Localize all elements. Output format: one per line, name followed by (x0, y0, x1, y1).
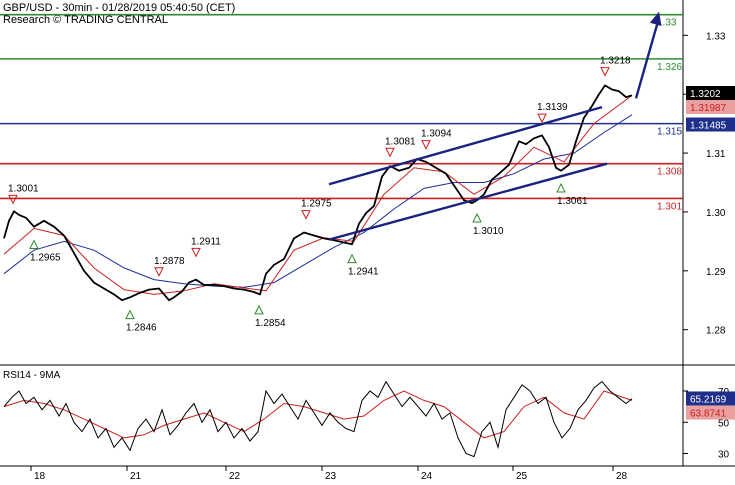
price-y-tick-label-1.30: 1.30 (706, 208, 726, 219)
ma-value-tag: 1.31987 (690, 103, 727, 114)
price-y-tick-label-1.28: 1.28 (706, 326, 726, 337)
low-label-1.2941: 1.2941 (348, 267, 379, 278)
low-label-1.2854: 1.2854 (255, 318, 286, 329)
level-label-1.33: 1.33 (657, 18, 677, 29)
level-label-1.308: 1.308 (657, 167, 682, 178)
high-label-1.3094: 1.3094 (421, 129, 452, 140)
x-tick-label-23: 23 (325, 471, 337, 480)
high-label-1.3218: 1.3218 (600, 56, 631, 67)
high-marker-1.3081 (385, 147, 395, 158)
last-price-tag-bg (686, 86, 735, 101)
price-y-tick-label-1.33: 1.33 (706, 31, 726, 42)
rsi-ma-line (3, 390, 633, 439)
low-marker-1.3061 (556, 182, 566, 193)
x-tick-label-22: 22 (229, 471, 241, 480)
high-label-1.3081: 1.3081 (385, 136, 416, 147)
x-tick-label-21: 21 (130, 471, 142, 480)
low-marker-1.2965 (29, 239, 39, 250)
channel-line-upper (328, 105, 603, 186)
high-marker-1.2911 (191, 247, 201, 258)
low-label-1.3010: 1.3010 (473, 226, 504, 237)
x-tick-label-28: 28 (616, 471, 628, 480)
chart-title: GBP/USD - 30min - 01/28/2019 05:40:50 (C… (3, 2, 235, 14)
high-marker-1.3139 (537, 113, 547, 124)
low-marker-1.2854 (254, 304, 264, 315)
low-marker-1.2846 (125, 309, 135, 320)
high-label-1.3001: 1.3001 (8, 183, 39, 194)
level-label-1.315: 1.315 (657, 127, 682, 138)
rsi-value-tag: 65.2169 (690, 394, 727, 405)
ma-fast-line (3, 94, 633, 295)
last-price-tag: 1.3202 (690, 89, 721, 100)
projection-arrow-line (634, 17, 661, 99)
high-marker-1.2975 (301, 210, 311, 220)
ma-value-tag-bg (686, 99, 735, 114)
x-tick-label-25: 25 (516, 471, 528, 480)
low-label-1.2846: 1.2846 (126, 323, 157, 334)
high-marker-1.2878 (154, 267, 164, 277)
low-marker-1.3010 (472, 212, 482, 223)
channel-line-lower (328, 162, 608, 241)
high-label-1.2911: 1.2911 (191, 236, 221, 247)
ma-slow-line (3, 114, 633, 288)
rsi-line (3, 380, 633, 458)
projection-arrow-head (649, 11, 662, 26)
low-label-1.2965: 1.2965 (30, 253, 61, 264)
low-label-1.3061: 1.3061 (557, 196, 588, 207)
rsi-pane-title: RSI14 - 9MA (3, 370, 61, 381)
high-label-1.3139: 1.3139 (537, 102, 568, 113)
chart-subtitle: Research © TRADING CENTRAL (3, 14, 168, 26)
low-marker-1.2941 (347, 253, 357, 264)
pivot-value-tag-bg (686, 117, 735, 132)
high-label-1.2975: 1.2975 (301, 199, 332, 210)
x-tick-label-24: 24 (421, 471, 433, 480)
rsi-y-tick-label-30: 30 (718, 450, 730, 461)
price-line (3, 84, 633, 302)
level-label-1.301: 1.301 (657, 201, 682, 212)
rsi-ma-value-tag: 63.8741 (690, 409, 727, 420)
rsi-ma-value-tag-bg (686, 405, 735, 420)
rsi-y-tick-label-50: 50 (718, 418, 730, 429)
pivot-value-tag: 1.31485 (690, 121, 727, 132)
high-marker-1.3094 (421, 140, 431, 150)
x-tick-label-18: 18 (34, 471, 46, 480)
high-marker-1.3001 (8, 194, 18, 205)
high-label-1.2878: 1.2878 (154, 256, 185, 267)
level-label-1.326: 1.326 (657, 62, 682, 73)
high-marker-1.3218 (600, 67, 610, 77)
rsi-value-tag-bg (686, 391, 735, 406)
price-y-tick-label-1.31: 1.31 (706, 149, 726, 160)
price-y-tick-label-1.29: 1.29 (706, 267, 726, 278)
